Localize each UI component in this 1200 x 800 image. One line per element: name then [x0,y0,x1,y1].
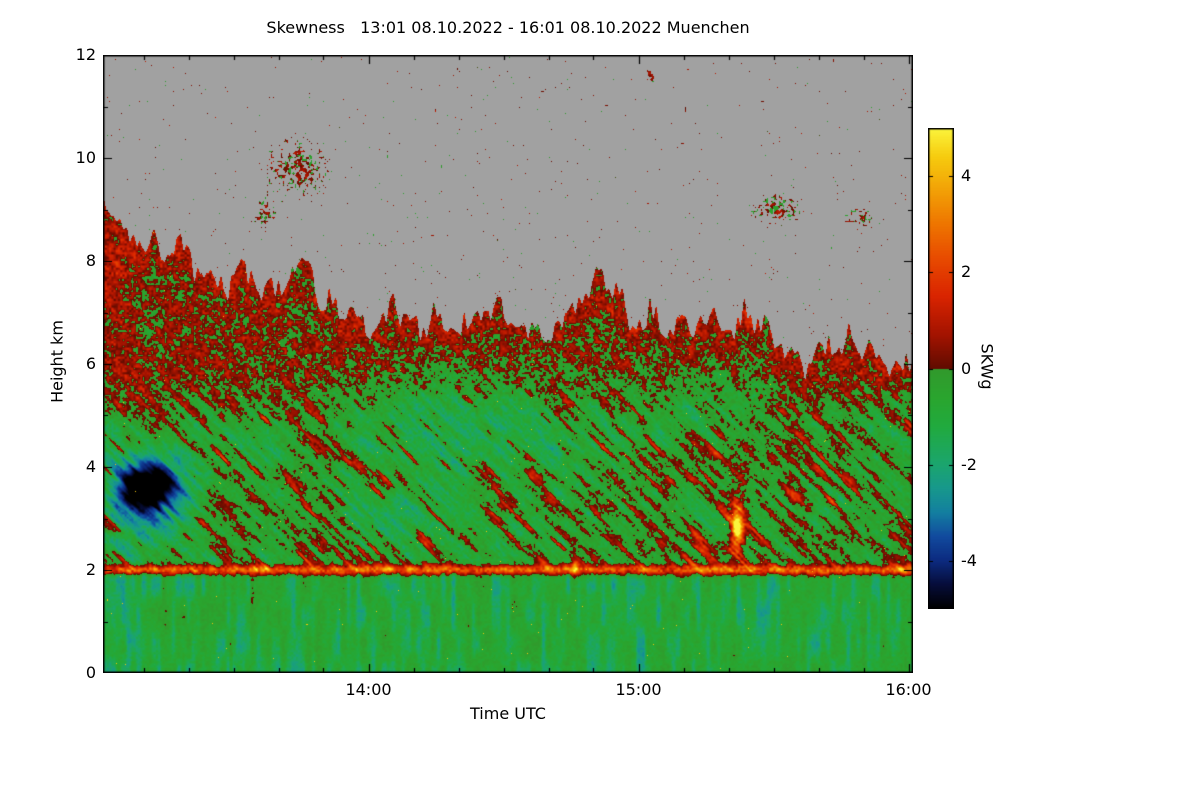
colorbar-tick-label: 2 [961,262,972,282]
y-tick-label: 12 [75,45,96,64]
y-axis-label: Height km [47,320,67,403]
y-tick-label: 10 [75,148,96,167]
y-tick-label: 0 [85,663,96,682]
colorbar-tick-label: 4 [961,166,972,186]
x-axis-label: Time UTC [470,704,546,723]
colorbar-tick-label: -4 [961,550,977,570]
x-tick-label: 14:00 [345,680,392,699]
colorbar-tick-label: -2 [961,454,977,474]
heatmap-canvas [103,55,913,673]
colorbar-label: SKWg [977,343,997,390]
x-tick-label: 16:00 [885,680,932,699]
y-tick-label: 8 [85,251,96,270]
y-tick-label: 4 [85,457,96,476]
chart-title: Skewness 13:01 08.10.2022 - 16:01 08.10.… [266,18,750,37]
x-tick-label: 15:00 [615,680,662,699]
colorbar-canvas [928,128,954,609]
y-tick-label: 2 [85,560,96,579]
